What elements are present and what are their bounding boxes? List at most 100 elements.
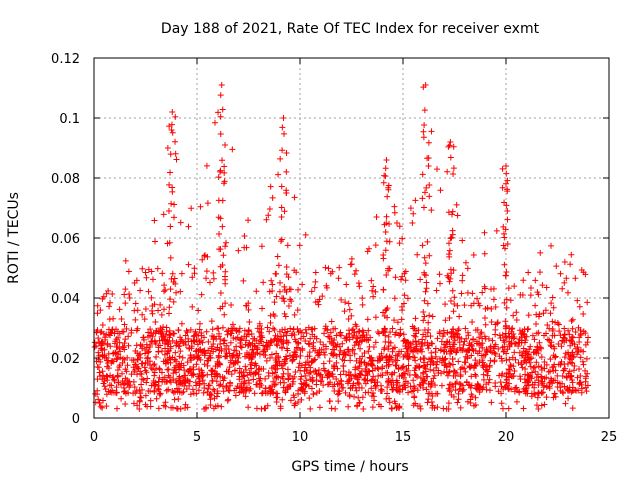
data-point (306, 395, 313, 402)
data-point (136, 387, 143, 394)
data-point (124, 354, 131, 361)
data-point (453, 201, 460, 208)
data-point (443, 369, 450, 376)
data-point (474, 350, 481, 357)
data-point (94, 376, 101, 383)
data-point (414, 348, 421, 355)
data-point (582, 373, 589, 380)
data-point (382, 332, 389, 339)
data-point (541, 332, 548, 339)
data-point (299, 347, 306, 354)
data-point (364, 316, 371, 323)
data-point (273, 270, 280, 277)
data-point (446, 388, 453, 395)
data-point (284, 366, 291, 373)
data-point (421, 189, 428, 196)
data-point (498, 400, 505, 407)
data-point (283, 271, 290, 278)
data-point (256, 320, 263, 327)
data-point (193, 347, 200, 354)
data-point (535, 371, 542, 378)
data-point (301, 368, 308, 375)
data-point (584, 299, 591, 306)
data-point (228, 302, 235, 309)
data-point (372, 377, 379, 384)
plot-frame (93, 57, 610, 419)
data-point (227, 339, 234, 346)
data-point (182, 332, 189, 339)
data-point (208, 392, 215, 399)
data-point (421, 327, 428, 334)
data-point (291, 348, 298, 355)
data-point (559, 285, 566, 292)
data-point (522, 337, 529, 344)
data-point (450, 170, 457, 177)
data-point (96, 373, 103, 380)
data-point (552, 319, 559, 326)
data-point (413, 330, 420, 337)
data-point (139, 345, 146, 352)
data-point (202, 252, 209, 259)
data-point (400, 337, 407, 344)
data-point (551, 390, 558, 397)
data-point (308, 326, 315, 333)
data-point (103, 331, 110, 338)
data-point (326, 338, 333, 345)
data-point (126, 383, 133, 390)
data-point (364, 371, 371, 378)
data-point (316, 296, 323, 303)
data-point (163, 328, 170, 335)
data-point (343, 371, 350, 378)
data-point (423, 373, 430, 380)
data-point (392, 331, 399, 338)
data-point (393, 219, 400, 226)
data-point (342, 389, 349, 396)
data-point (180, 379, 187, 386)
data-point (139, 265, 146, 272)
data-point (167, 296, 174, 303)
data-point (383, 353, 390, 360)
data-point (569, 405, 576, 412)
data-point (482, 366, 489, 373)
data-point (502, 180, 509, 187)
data-point (349, 384, 356, 391)
data-point (399, 273, 406, 280)
data-point (302, 372, 309, 379)
data-point (157, 390, 164, 397)
data-point (212, 346, 219, 353)
data-point (527, 292, 534, 299)
data-point (382, 338, 389, 345)
data-point (430, 367, 437, 374)
data-point (173, 379, 180, 386)
data-point (289, 375, 296, 382)
data-point (223, 383, 230, 390)
data-point (354, 335, 361, 342)
data-point (345, 380, 352, 387)
data-point (166, 304, 173, 311)
data-point (170, 376, 177, 383)
data-point (199, 256, 206, 263)
x-tick-label: 10 (292, 430, 309, 445)
data-point (201, 380, 208, 387)
data-point (558, 358, 565, 365)
data-point (483, 363, 490, 370)
data-point (335, 398, 342, 405)
data-point (443, 341, 450, 348)
data-point (135, 352, 142, 359)
data-point (168, 127, 175, 134)
data-point (296, 360, 303, 367)
data-point (464, 265, 471, 272)
data-point (444, 329, 451, 336)
data-point (563, 374, 570, 381)
data-point (446, 142, 453, 149)
data-point (455, 390, 462, 397)
data-point (198, 291, 205, 298)
data-point (185, 335, 192, 342)
data-point (308, 385, 315, 392)
data-point (398, 316, 405, 323)
data-point (577, 354, 584, 361)
data-point (209, 326, 216, 333)
data-point (221, 163, 228, 170)
data-point (302, 383, 309, 390)
data-point (370, 389, 377, 396)
